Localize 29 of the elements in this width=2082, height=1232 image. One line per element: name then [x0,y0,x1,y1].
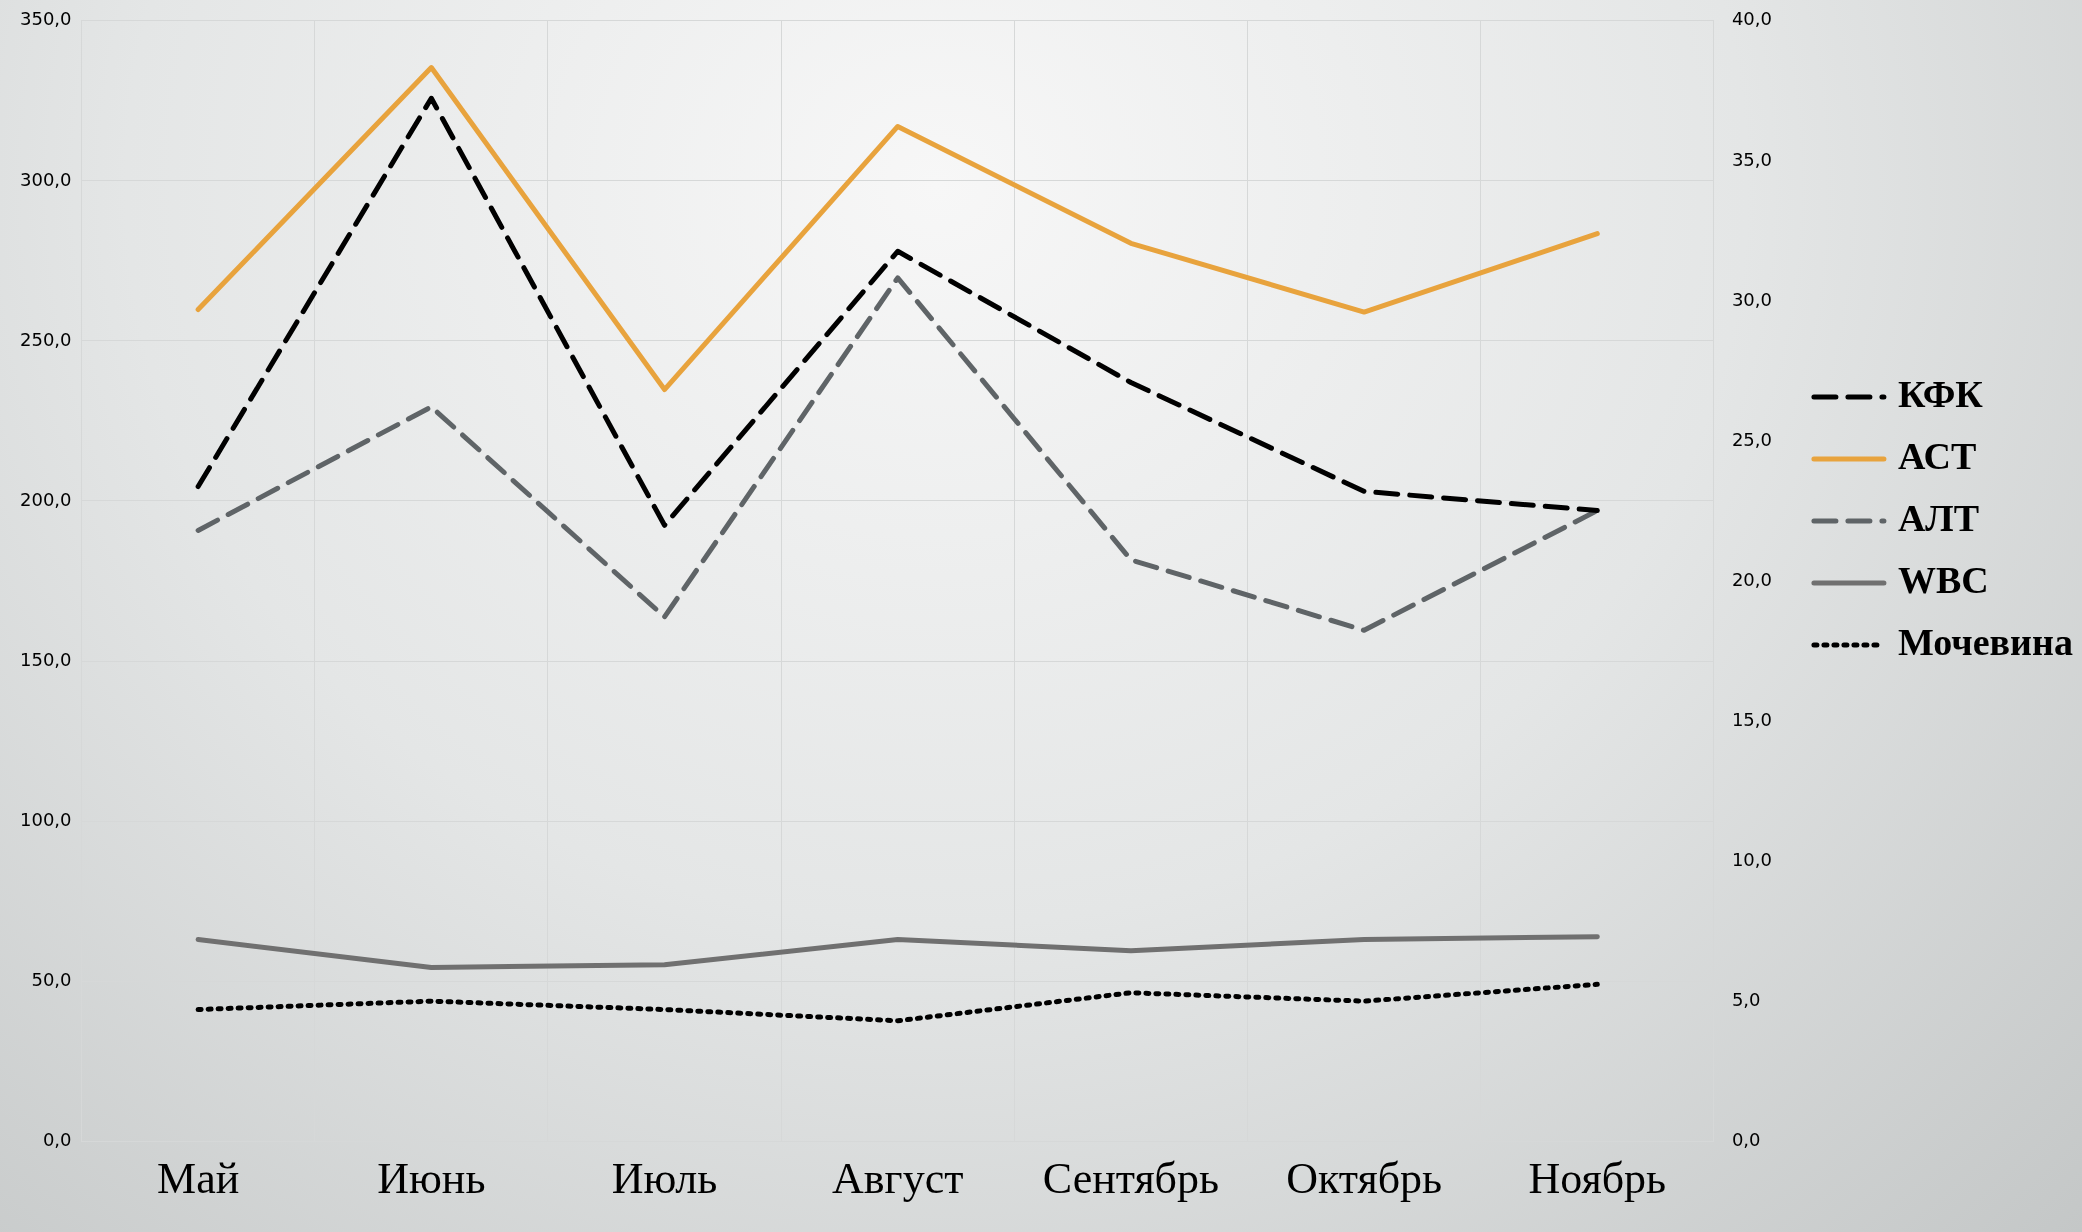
x-tick-label: Октябрь [1286,1154,1443,1204]
y-tick-label: 0,0 [42,1128,72,1150]
y-tick-label: 350,0 [20,8,72,30]
y-tick-label: 300,0 [20,168,72,190]
x-tick-label: Август [832,1154,964,1204]
y2-tick-label: 35,0 [1731,148,1772,170]
legend-label: КФК [1897,372,1984,415]
legend-label: АСТ [1897,434,1977,477]
y2-tick-label: 10,0 [1731,848,1772,870]
y-tick-label: 150,0 [20,648,72,670]
y-tick-label: 50,0 [31,968,72,990]
y-tick-label: 100,0 [20,808,72,830]
y-tick-label: 200,0 [20,488,72,510]
legend-label: Мочевина [1897,620,2073,663]
x-tick-label: Ноябрь [1528,1154,1667,1204]
y2-tick-label: 40,0 [1731,8,1772,30]
y-tick-label: 250,0 [20,328,72,350]
x-tick-label: Июнь [377,1154,486,1204]
y2-tick-label: 15,0 [1731,708,1772,730]
x-tick-label: Июль [611,1154,718,1204]
y2-tick-label: 5,0 [1731,988,1761,1010]
x-tick-label: Сентябрь [1042,1154,1220,1204]
y2-tick-label: 25,0 [1731,428,1772,450]
y2-tick-label: 30,0 [1731,288,1772,310]
legend-label: АЛТ [1897,496,1980,539]
legend-label: WBC [1897,558,1989,601]
y2-tick-label: 0,0 [1731,1128,1761,1150]
x-tick-label: Май [157,1154,240,1204]
y2-tick-label: 20,0 [1731,568,1772,590]
